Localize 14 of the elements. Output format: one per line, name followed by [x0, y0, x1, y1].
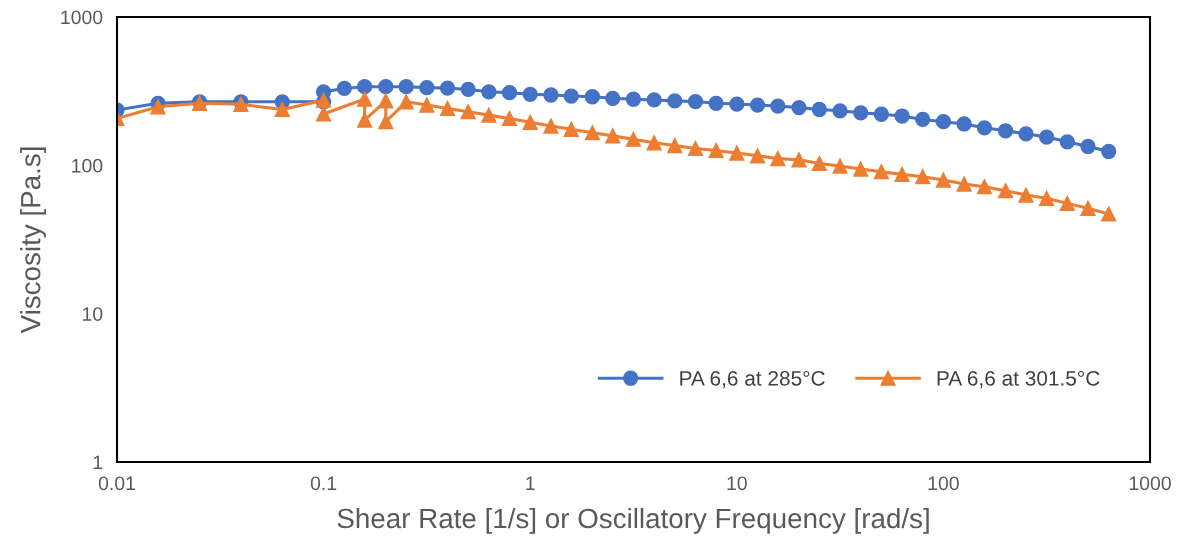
x-tick-label: 0.1	[310, 476, 337, 491]
legend-label: PA 6,6 at 285°C	[680, 370, 825, 389]
y-axis-title: Viscosity [Pa.s]	[20, 147, 46, 334]
y-tick-label: 10	[82, 307, 103, 321]
x-tick-label: 0.01	[98, 476, 135, 491]
legend-label: PA 6,6 at 301.5°C	[937, 370, 1100, 389]
y-tick-label: 100	[72, 158, 103, 173]
x-tick-label: 1	[526, 476, 535, 490]
x-tick-label: 100	[928, 476, 959, 491]
x-tick-label: 10	[727, 476, 747, 491]
x-axis-title: Shear Rate [1/s] or Oscillatory Frequency [rad/s]	[337, 507, 929, 534]
y-tick-label: 1	[93, 455, 103, 470]
y-tick-label: 1000	[61, 10, 103, 25]
x-tick-label: 1000	[1129, 476, 1171, 491]
